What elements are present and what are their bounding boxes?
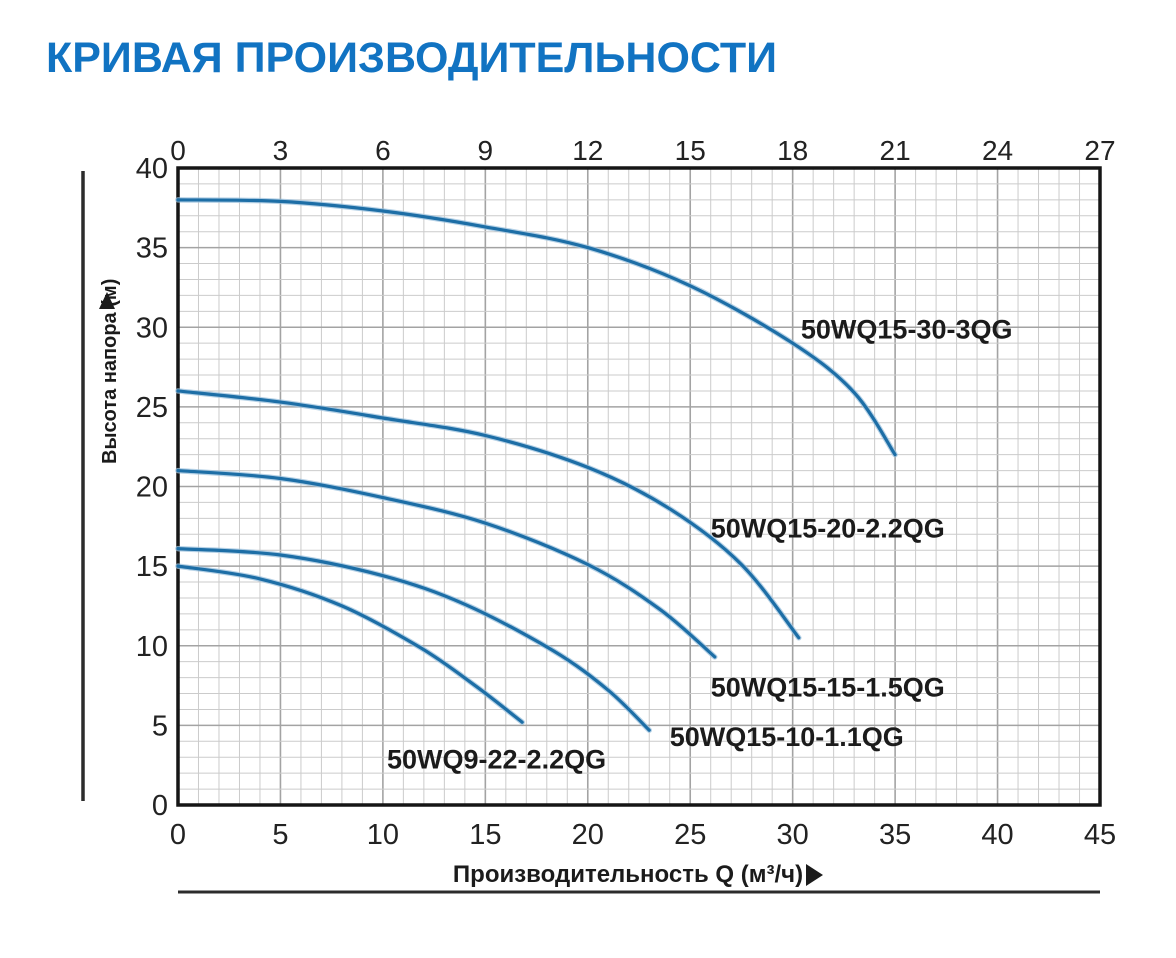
x-tick-top: 27 [1084,135,1115,166]
curve-label: 50WQ9-22-2.2QG [387,744,606,774]
x-tick-bottom: 10 [367,819,399,851]
pump-curve-halo [175,388,802,641]
pump-curve [176,564,524,724]
x-tick-bottom: 15 [469,819,501,851]
x-tick-top: 3 [273,135,289,166]
y-tick: 35 [136,233,168,265]
grid [178,168,1100,805]
x-axis-title: Производительность Q (м³/ч) [453,861,803,888]
page-title: КРИВАЯ ПРОИЗВОДИТЕЛЬНОСТИ [46,34,778,82]
x-tick-top: 24 [982,135,1013,166]
curve-labels: 50WQ15-30-3QG 50WQ15-20-2.2QG 50WQ15-15-1.… [387,314,1012,774]
x-tick-bottom: 0 [170,819,186,851]
x-tick-top: 0 [170,135,186,166]
x-tick-top: 18 [777,135,808,166]
up-arrow-icon [99,292,115,309]
y-tick: 15 [136,551,168,583]
pump-curve [176,198,897,457]
x-tick-top: 12 [572,135,603,166]
x-tick-top: 15 [675,135,706,166]
y-tick: 30 [136,312,168,344]
curve-label: 50WQ15-15-1.5QG [711,673,945,703]
y-axis-title: Высота напора (м) [99,279,121,464]
axis-ticks: 0 5 10 15 20 25 30 35 40 45 0 3 6 9 12 15 18 21 24 27 0 5 10 15… [136,135,1116,851]
y-tick: 10 [136,631,168,663]
plot-frame [176,166,1102,807]
x-tick-top: 6 [375,135,391,166]
pump-curve [176,389,801,640]
curve-label: 50WQ15-30-3QG [801,314,1013,344]
x-tick-bottom: 45 [1084,819,1116,851]
y-tick: 40 [136,153,168,185]
x-tick-bottom: 30 [777,819,809,851]
pump-curve-halo [175,467,718,660]
pump-curves [175,197,898,733]
pump-curve [176,547,651,732]
x-tick-bottom: 20 [572,819,604,851]
x-tick-bottom: 25 [674,819,706,851]
x-tick-bottom: 35 [879,819,911,851]
y-tick: 5 [152,710,168,742]
x-tick-bottom: 40 [981,819,1013,851]
x-tick-top: 9 [478,135,494,166]
x-tick-bottom: 5 [272,819,288,851]
curve-label: 50WQ15-10-1.1QG [670,722,904,752]
curve-label: 50WQ15-20-2.2QG [711,514,945,544]
pump-curve [176,468,717,659]
y-tick: 25 [136,392,168,424]
pump-curve-halo [175,563,525,725]
y-tick: 0 [152,790,168,822]
y-tick: 20 [136,472,168,504]
right-arrow-icon [806,864,823,886]
x-tick-top: 21 [880,135,911,166]
